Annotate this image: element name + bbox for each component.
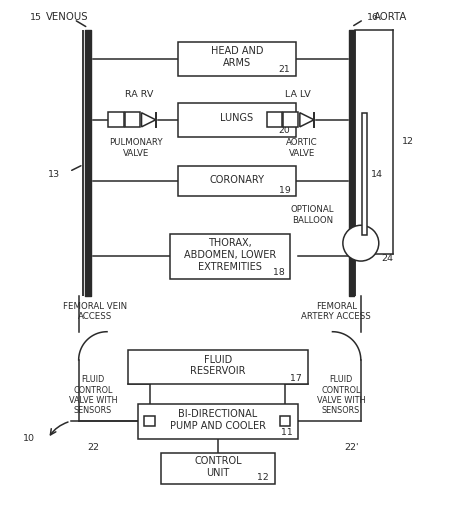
Text: 22': 22' — [344, 442, 358, 451]
Bar — [170, 235, 290, 279]
Text: 20: 20 — [279, 126, 291, 135]
Text: 17: 17 — [291, 373, 302, 382]
Circle shape — [343, 226, 379, 262]
Bar — [161, 453, 275, 484]
Text: FEMORAL VEIN
ACCESS: FEMORAL VEIN ACCESS — [63, 301, 128, 321]
Text: 12: 12 — [257, 472, 269, 482]
Text: FLUID
RESERVOIR: FLUID RESERVOIR — [191, 354, 246, 376]
Bar — [109, 113, 124, 128]
Text: 11: 11 — [281, 428, 293, 437]
Text: 24: 24 — [381, 253, 393, 262]
Text: 21: 21 — [279, 65, 291, 74]
Text: 19: 19 — [279, 186, 291, 194]
Text: FLUID
CONTROL
VALVE WITH
SENSORS: FLUID CONTROL VALVE WITH SENSORS — [317, 375, 365, 415]
Bar — [178, 43, 296, 76]
Text: CORONARY: CORONARY — [210, 174, 264, 184]
Text: THORAX,
ABDOMEN, LOWER
EXTREMITIES: THORAX, ABDOMEN, LOWER EXTREMITIES — [184, 238, 276, 271]
Text: CONTROL
UNIT: CONTROL UNIT — [194, 455, 242, 477]
Bar — [128, 350, 308, 384]
Text: 16: 16 — [367, 13, 379, 22]
Bar — [138, 404, 299, 439]
Bar — [125, 113, 140, 128]
Polygon shape — [300, 114, 314, 128]
Text: AORTIC
VALVE: AORTIC VALVE — [286, 138, 318, 157]
Text: 10: 10 — [23, 433, 35, 442]
Text: 18: 18 — [273, 268, 284, 277]
Text: 12: 12 — [402, 137, 414, 146]
Text: LUNGS: LUNGS — [220, 113, 254, 123]
Bar — [267, 113, 282, 128]
Bar — [280, 416, 291, 427]
Text: FLUID
CONTROL
VALVE WITH
SENSORS: FLUID CONTROL VALVE WITH SENSORS — [69, 375, 117, 415]
Bar — [283, 113, 298, 128]
Polygon shape — [142, 114, 156, 128]
Bar — [145, 416, 155, 427]
Text: LA LV: LA LV — [284, 90, 310, 99]
Text: 22: 22 — [87, 442, 99, 451]
Text: 15: 15 — [30, 13, 42, 22]
Text: RA RV: RA RV — [125, 90, 154, 99]
Text: 13: 13 — [48, 170, 60, 179]
Bar — [178, 166, 296, 197]
Bar — [178, 104, 296, 137]
Bar — [362, 114, 367, 236]
Text: PULMONARY
VALVE: PULMONARY VALVE — [109, 138, 163, 157]
Text: 14: 14 — [371, 170, 383, 179]
Text: AORTA: AORTA — [374, 12, 407, 22]
Text: VENOUS: VENOUS — [46, 12, 88, 22]
Text: HEAD AND
ARMS: HEAD AND ARMS — [211, 46, 263, 68]
Text: FEMORAL
ARTERY ACCESS: FEMORAL ARTERY ACCESS — [301, 301, 371, 321]
Text: OPTIONAL
BALLOON: OPTIONAL BALLOON — [291, 205, 334, 224]
Text: BI-DIRECTIONAL
PUMP AND COOLER: BI-DIRECTIONAL PUMP AND COOLER — [170, 408, 266, 430]
